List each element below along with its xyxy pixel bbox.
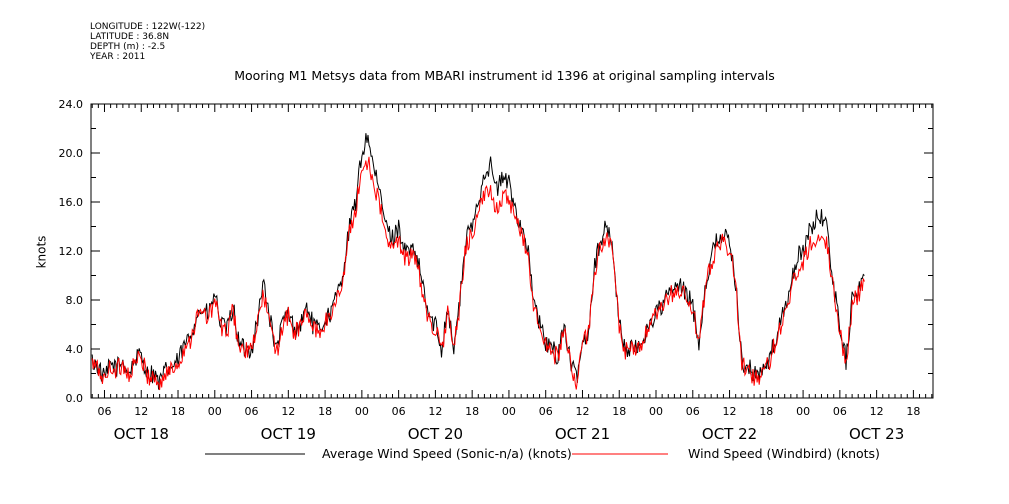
x-date-label: OCT 23 (849, 425, 904, 443)
x-tick-label: 18 (612, 405, 626, 418)
legend-label-windbird: Wind Speed (Windbird) (knots) (688, 446, 880, 461)
x-tick-label: 18 (171, 405, 185, 418)
metadata-block: LONGITUDE : 122W(-122) LATITUDE : 36.8N … (90, 22, 205, 62)
y-tick-label: 8.0 (66, 294, 84, 307)
y-tick-label: 20.0 (59, 147, 84, 160)
x-tick-label: 12 (428, 405, 442, 418)
x-date-label: OCT 20 (408, 425, 463, 443)
meta-longitude: LONGITUDE : 122W(-122) (90, 22, 206, 32)
x-date-label: OCT 22 (702, 425, 757, 443)
x-tick-label: 00 (355, 405, 369, 418)
x-tick-label: 12 (723, 405, 737, 418)
x-tick-label: 06 (539, 405, 553, 418)
x-tick-label: 00 (796, 405, 810, 418)
plot-area (91, 133, 865, 391)
x-tick-label: 06 (245, 405, 259, 418)
y-tick-label: 12.0 (59, 245, 84, 258)
y-tick-label: 0.0 (66, 392, 84, 405)
y-tick-label: 24.0 (59, 98, 84, 111)
x-tick-label: 12 (870, 405, 884, 418)
series-line-sonic (91, 133, 865, 390)
meta-year: YEAR : 2011 (90, 52, 146, 62)
y-tick-label: 16.0 (59, 196, 84, 209)
chart-title: Mooring M1 Metsys data from MBARI instru… (234, 68, 775, 83)
y-axis-label: knots (35, 236, 49, 269)
y-tick-label: 4.0 (66, 343, 84, 356)
x-tick-label: 18 (759, 405, 773, 418)
x-tick-label: 12 (281, 405, 295, 418)
meta-depth: DEPTH (m) : -2.5 (90, 42, 166, 52)
legend: Average Wind Speed (Sonic-n/a) (knots) W… (205, 446, 880, 461)
x-tick-label: 18 (906, 405, 920, 418)
x-tick-label: 12 (575, 405, 589, 418)
x-tick-label: 06 (686, 405, 700, 418)
series-line-windbird (91, 156, 865, 391)
x-tick-label: 18 (318, 405, 332, 418)
meta-latitude: LATITUDE : 36.8N (90, 32, 170, 42)
x-tick-label: 06 (97, 405, 111, 418)
x-tick-label: 06 (392, 405, 406, 418)
x-tick-label: 00 (649, 405, 663, 418)
axes: 0.0 4.0 8.0 12.0 16.0 20.0 24.0 06 12 18 00 06 12 18 0… (59, 98, 934, 443)
x-tick-label: 06 (833, 405, 847, 418)
x-date-label: OCT 19 (261, 425, 316, 443)
x-tick-label: 00 (502, 405, 516, 418)
x-tick-label: 00 (208, 405, 222, 418)
x-tick-label: 18 (465, 405, 479, 418)
x-date-label: OCT 18 (114, 425, 169, 443)
legend-label-sonic: Average Wind Speed (Sonic-n/a) (knots) (322, 446, 572, 461)
x-tick-label: 12 (134, 405, 148, 418)
x-date-label: OCT 21 (555, 425, 610, 443)
